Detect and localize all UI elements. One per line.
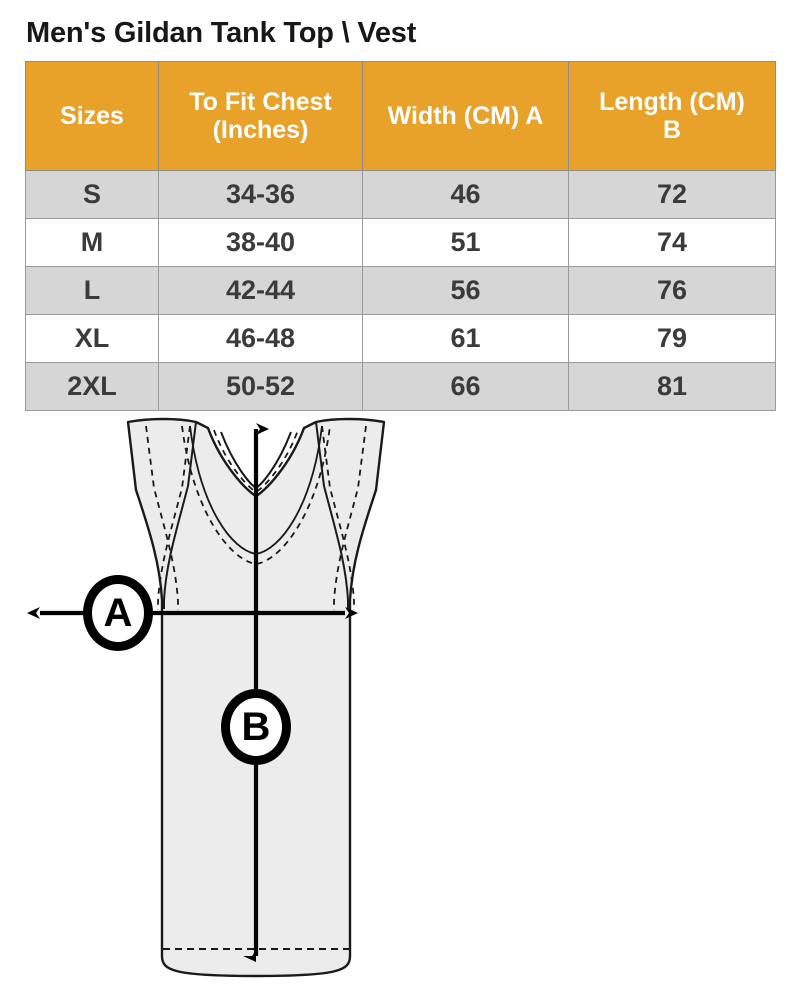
- column-header-chest-line2: (Inches): [212, 116, 309, 144]
- cell-width: 61: [362, 314, 569, 363]
- cell-chest: 42-44: [158, 266, 363, 315]
- cell-length: 79: [568, 314, 776, 363]
- table-body: S 34-36 46 72 M 38-40 51 74 L 42-44 56 7…: [25, 170, 776, 411]
- cell-size: XL: [25, 314, 159, 363]
- table-row: S 34-36 46 72: [25, 170, 776, 219]
- column-header-length-line1: Length (CM): [599, 88, 745, 116]
- cell-size: 2XL: [25, 362, 159, 411]
- right-shoulder-stitching: [321, 425, 367, 610]
- garment-illustration: A B: [0, 404, 800, 985]
- column-header-chest-line1: To Fit Chest: [189, 88, 332, 116]
- size-chart-table: Sizes To Fit Chest (Inches) Width (CM) A…: [25, 61, 776, 411]
- size-chart-table-container: Sizes To Fit Chest (Inches) Width (CM) A…: [25, 61, 776, 411]
- left-armhole-seam: [163, 421, 197, 609]
- table-row: M 38-40 51 74: [25, 218, 776, 267]
- marker-b-label: B: [242, 705, 271, 749]
- cell-length: 81: [568, 362, 776, 411]
- table-row: 2XL 50-52 66 81: [25, 362, 776, 411]
- cell-size: S: [25, 170, 159, 219]
- column-header-sizes: Sizes: [25, 61, 159, 171]
- column-header-width-line1: Width (CM) A: [387, 102, 544, 130]
- page-title: Men's Gildan Tank Top \ Vest: [26, 17, 417, 49]
- column-header-sizes-line1: Sizes: [60, 102, 124, 130]
- table-row: L 42-44 56 76: [25, 266, 776, 315]
- cell-length: 72: [568, 170, 776, 219]
- cell-chest: 38-40: [158, 218, 363, 267]
- table-row: XL 46-48 61 79: [25, 314, 776, 363]
- cell-width: 46: [362, 170, 569, 219]
- cell-width: 66: [362, 362, 569, 411]
- column-header-length: Length (CM) B: [568, 61, 776, 171]
- cell-width: 51: [362, 218, 569, 267]
- measurement-marker-b: B: [221, 689, 291, 765]
- cell-length: 76: [568, 266, 776, 315]
- right-armhole-seam: [315, 421, 349, 609]
- cell-chest: 50-52: [158, 362, 363, 411]
- cell-chest: 46-48: [158, 314, 363, 363]
- column-header-width: Width (CM) A: [362, 61, 569, 171]
- measurement-marker-a: A: [83, 575, 153, 651]
- cell-length: 74: [568, 218, 776, 267]
- cell-size: L: [25, 266, 159, 315]
- left-shoulder-stitching: [145, 425, 191, 610]
- marker-a-label: A: [104, 591, 133, 635]
- neckline-stitching: [181, 425, 331, 565]
- table-header: Sizes To Fit Chest (Inches) Width (CM) A…: [25, 61, 776, 171]
- table-header-row: Sizes To Fit Chest (Inches) Width (CM) A…: [25, 61, 776, 171]
- column-header-length-line2: B: [662, 116, 682, 144]
- column-header-chest: To Fit Chest (Inches): [158, 61, 363, 171]
- cell-width: 56: [362, 266, 569, 315]
- cell-size: M: [25, 218, 159, 267]
- cell-chest: 34-36: [158, 170, 363, 219]
